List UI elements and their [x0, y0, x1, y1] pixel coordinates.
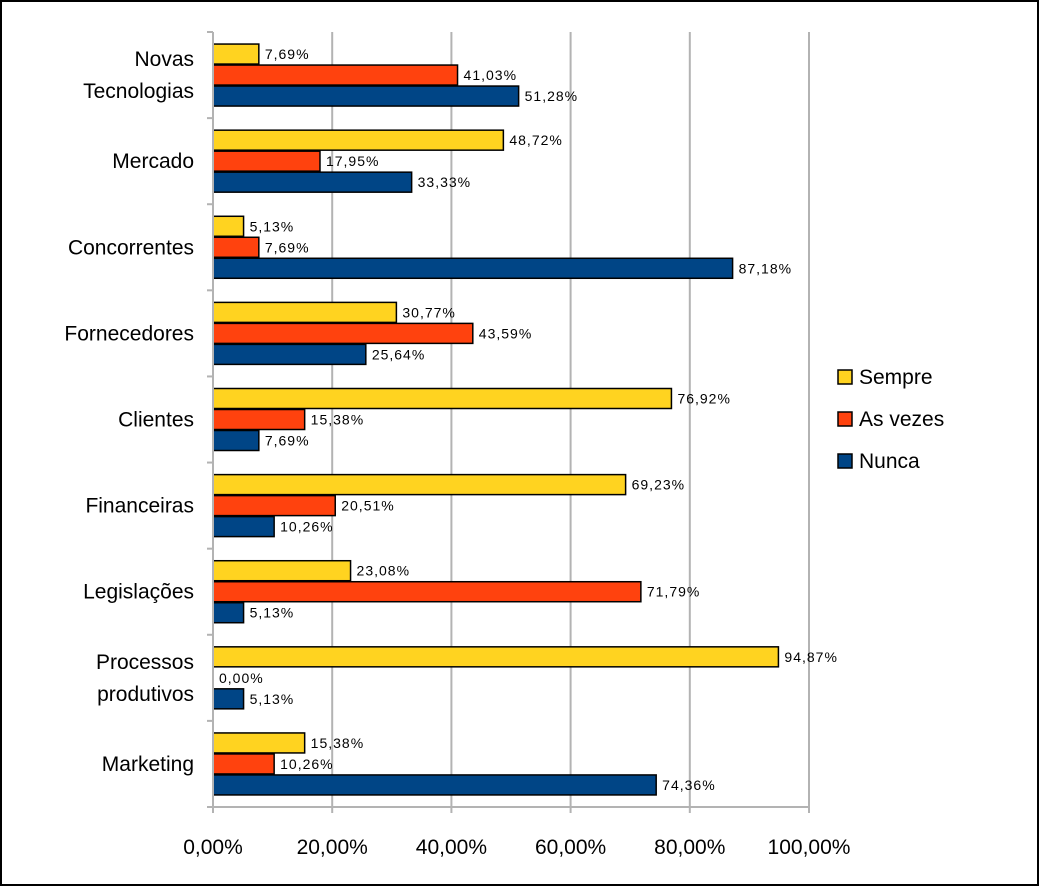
data-label: 51,28% — [525, 88, 578, 104]
data-label: 15,38% — [311, 412, 364, 428]
data-label: 7,69% — [265, 46, 310, 62]
data-label: 20,51% — [341, 498, 394, 514]
category-label: Clientes — [118, 409, 194, 432]
bar — [212, 601, 245, 624]
bar — [212, 429, 260, 452]
data-label: 43,59% — [479, 325, 532, 341]
x-tick-label: 80,00% — [654, 836, 725, 859]
bar — [212, 215, 245, 238]
bar — [212, 559, 352, 582]
bar — [212, 171, 413, 193]
legend-swatch — [837, 453, 853, 469]
bar — [212, 257, 734, 280]
data-label: 87,18% — [739, 260, 792, 276]
bar — [212, 64, 459, 86]
data-label: 71,79% — [647, 584, 700, 600]
x-tick-label: 0,00% — [183, 836, 243, 859]
bar — [212, 322, 474, 345]
bar — [212, 236, 260, 259]
x-tick-label: 20,00% — [297, 836, 368, 859]
bar — [212, 580, 642, 603]
data-label: 74,36% — [662, 777, 715, 793]
bar — [212, 473, 627, 496]
bar — [212, 494, 336, 517]
bar — [212, 732, 306, 754]
data-label: 48,72% — [509, 132, 562, 148]
data-label: 41,03% — [464, 67, 517, 83]
data-label: 5,13% — [250, 691, 295, 707]
data-label: 94,87% — [784, 649, 837, 665]
category-label: Mercado — [112, 150, 194, 173]
bars — [212, 43, 780, 796]
data-label: 7,69% — [265, 433, 310, 449]
data-label: 23,08% — [357, 563, 410, 579]
data-label: 7,69% — [265, 239, 310, 255]
bar — [212, 774, 657, 796]
category-label: Financeiras — [85, 495, 194, 518]
data-label: 30,77% — [402, 304, 455, 320]
bar — [212, 43, 260, 65]
bar — [212, 408, 306, 431]
data-label: 33,33% — [418, 174, 471, 190]
legend-swatch — [837, 411, 853, 427]
category-label: Processos produtivos — [96, 651, 194, 706]
x-tick-label: 100,00% — [768, 836, 851, 859]
category-label: Legislações — [83, 581, 194, 604]
data-labels: 7,69% 41,03% 51,28% 48,72% 17,95% 33,33% 5,13%… — [219, 46, 837, 793]
data-label: 17,95% — [326, 153, 379, 169]
bar — [212, 129, 505, 151]
legend-label: As vezes — [859, 408, 944, 431]
data-label: 0,00% — [219, 670, 264, 686]
legend: Sempre As vezes Nunca — [837, 366, 944, 473]
category-label: Marketing — [102, 753, 194, 776]
category-label: Novas Tecnologias — [83, 48, 194, 103]
x-tick-label: 40,00% — [416, 836, 487, 859]
legend-swatch — [837, 369, 853, 385]
grid-lines — [331, 32, 810, 807]
data-label: 10,26% — [280, 519, 333, 535]
bar — [212, 343, 367, 366]
data-label: 76,92% — [677, 391, 730, 407]
bar — [212, 85, 520, 107]
bar — [212, 515, 275, 538]
data-label: 69,23% — [632, 477, 685, 493]
bar — [212, 150, 321, 172]
data-label: 5,13% — [250, 605, 295, 621]
data-label: 25,64% — [372, 346, 425, 362]
bar — [212, 646, 780, 668]
data-label: 5,13% — [250, 218, 295, 234]
legend-label: Nunca — [859, 450, 920, 473]
data-label: 10,26% — [280, 756, 333, 772]
category-label: Fornecedores — [64, 322, 194, 345]
x-tick-label: 60,00% — [535, 836, 606, 859]
axes: 0,00% 20,00% 40,00% 60,00% 80,00% 100,00% Nova… — [64, 31, 851, 859]
data-label: 15,38% — [311, 735, 364, 751]
category-label: Concorrentes — [68, 236, 194, 259]
bar — [212, 688, 245, 710]
legend-label: Sempre — [859, 366, 933, 389]
bar — [212, 753, 275, 775]
bar — [212, 387, 673, 410]
bar — [212, 301, 398, 324]
